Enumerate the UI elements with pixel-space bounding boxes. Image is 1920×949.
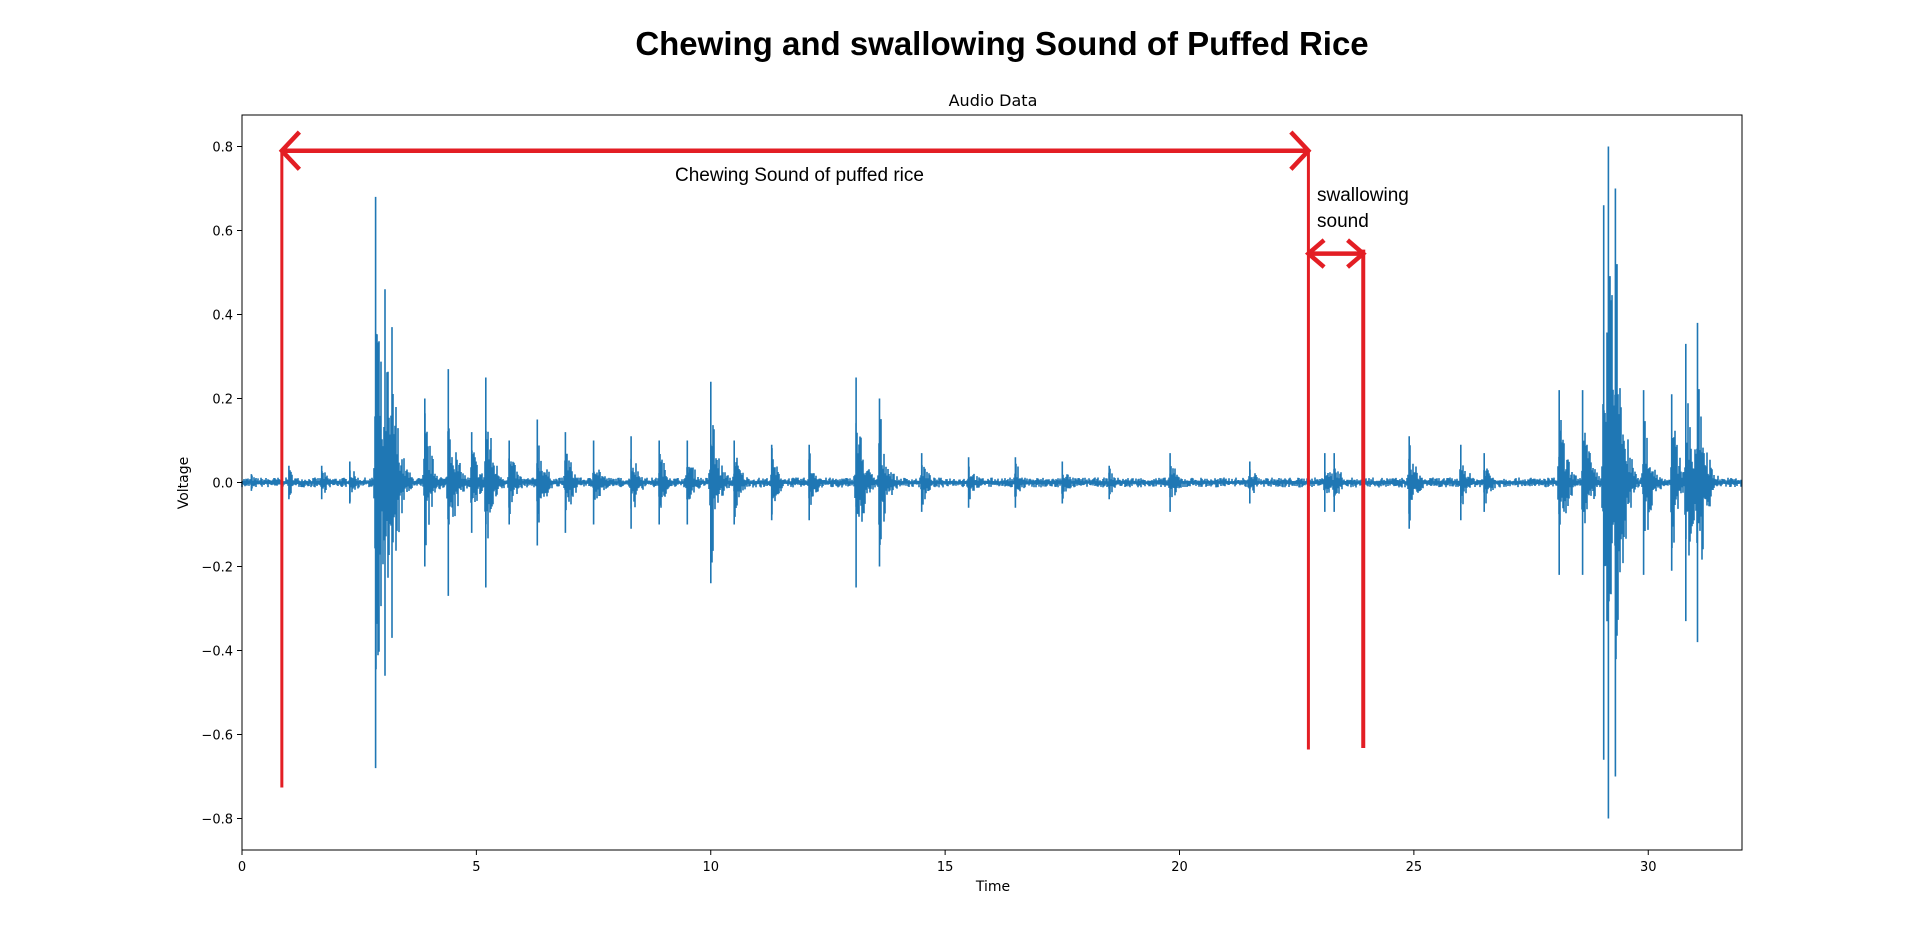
swallowing-range-arrow-right-head [1346, 238, 1367, 269]
y-tick-label: −0.2 [201, 561, 233, 576]
y-tick-label: 0.6 [212, 225, 233, 240]
y-tick-label: 0.2 [212, 393, 233, 408]
y-tick-label: −0.6 [201, 729, 233, 744]
x-tick-label: 0 [238, 860, 246, 875]
swallowing-annotation-label-line1: swallowing [1317, 185, 1409, 206]
red-annotations [278, 130, 1367, 788]
x-axis-label: Time [975, 879, 1010, 895]
y-axis-label: Voltage [176, 457, 192, 510]
x-tick-label: 10 [702, 860, 719, 875]
x-tick-label: 25 [1406, 860, 1423, 875]
axes-title: Audio Data [949, 91, 1038, 110]
waveform-series [241, 146, 1742, 819]
plot-area-frame [241, 114, 1743, 851]
y-tick-label: −0.8 [201, 813, 233, 828]
x-tick-label: 30 [1640, 860, 1657, 875]
y-tick-label: 0.0 [212, 477, 233, 492]
chewing-range-arrow-right-head [1289, 130, 1312, 171]
waveform-trace [241, 146, 1742, 819]
y-tick-label: 0.8 [212, 141, 233, 156]
swallowing-annotation-label-line2: sound [1317, 211, 1369, 232]
chewing-annotation-label: Chewing Sound of puffed rice [675, 165, 924, 186]
figure-title: Chewing and swallowing Sound of Puffed R… [635, 25, 1368, 62]
y-tick-label: 0.4 [212, 309, 233, 324]
chewing-range-arrow-left-head [278, 130, 302, 171]
x-tick-label: 15 [937, 860, 954, 875]
swallowing-range-arrow-left-head [1304, 238, 1326, 269]
x-tick-label: 5 [472, 860, 480, 875]
y-tick-label: −0.4 [201, 645, 233, 660]
x-tick-label: 20 [1171, 860, 1188, 875]
axis-ticks: 0 5 10 15 20 25 30 0.8 0.6 0.4 0.2 0.0 −0.2 −0.4 −0.6 −… [201, 141, 1656, 876]
